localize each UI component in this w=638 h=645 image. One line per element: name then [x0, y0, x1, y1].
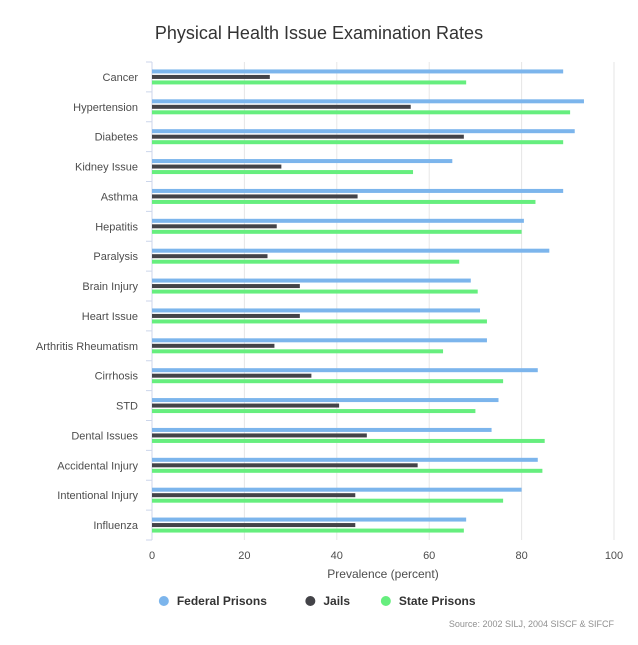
legend-symbol: [305, 596, 316, 606]
bar[interactable]: [152, 80, 467, 85]
bar[interactable]: [152, 110, 571, 115]
category-label: Hypertension: [73, 102, 138, 114]
tick-label: 20: [238, 550, 250, 562]
bar[interactable]: [152, 308, 481, 313]
chart-title: Physical Health Issue Examination Rates: [155, 23, 483, 43]
bar[interactable]: [152, 313, 300, 318]
bar[interactable]: [152, 493, 356, 498]
bar[interactable]: [152, 74, 270, 79]
category-label: Cirrhosis: [95, 371, 139, 383]
legend-item[interactable]: State Prisons: [380, 594, 476, 608]
bar[interactable]: [152, 517, 467, 522]
bar[interactable]: [152, 343, 275, 348]
legend-item[interactable]: Federal Prisons: [158, 594, 267, 608]
bar[interactable]: [152, 199, 536, 204]
bars: [152, 69, 584, 533]
bar[interactable]: [152, 104, 411, 109]
category-label: Brain Injury: [82, 281, 138, 293]
bar[interactable]: [152, 319, 487, 324]
bar[interactable]: [152, 403, 340, 408]
category-label: Accidental Injury: [57, 460, 138, 472]
tick-label: 0: [149, 550, 155, 562]
bar[interactable]: [152, 398, 499, 403]
bar[interactable]: [152, 368, 538, 373]
tick-label: 60: [423, 550, 435, 562]
category-label: Cancer: [103, 72, 139, 84]
legend-label: State Prisons: [399, 594, 476, 608]
bar[interactable]: [152, 188, 564, 193]
category-label: Asthma: [101, 191, 139, 203]
bar[interactable]: [152, 487, 522, 492]
bar[interactable]: [152, 140, 564, 145]
tick-label: 100: [605, 550, 623, 562]
bar[interactable]: [152, 170, 414, 175]
bar[interactable]: [152, 159, 453, 164]
bar[interactable]: [152, 433, 367, 438]
tick-labels: 0 20 40 60 80 100: [149, 550, 623, 562]
legend-symbol: [158, 596, 169, 606]
bar[interactable]: [152, 523, 356, 528]
category-label: Diabetes: [95, 132, 139, 144]
bar[interactable]: [152, 134, 464, 139]
bar[interactable]: [152, 468, 543, 473]
bar[interactable]: [152, 224, 277, 229]
category-label: Influenza: [93, 520, 139, 532]
category-label: Intentional Injury: [57, 490, 138, 502]
bar[interactable]: [152, 278, 471, 283]
source-credit: Source: 2002 SILJ, 2004 SISCF & SIFCF: [449, 619, 615, 629]
bar[interactable]: [152, 69, 564, 74]
bar[interactable]: [152, 248, 550, 253]
bar[interactable]: [152, 409, 476, 414]
bar[interactable]: [152, 438, 545, 443]
legend-item[interactable]: Jails: [305, 594, 350, 608]
category-label: Dental Issues: [71, 430, 138, 442]
category-label: STD: [116, 401, 138, 413]
category-labels: Cancer Hypertension Diabetes Kidney Issue As…: [36, 72, 139, 532]
legend-label: Federal Prisons: [177, 594, 267, 608]
bar[interactable]: [152, 427, 492, 432]
category-label: Arthritis Rheumatism: [36, 341, 138, 353]
category-label: Paralysis: [93, 251, 138, 263]
legend-label: Jails: [323, 594, 350, 608]
bar[interactable]: [152, 129, 575, 134]
tick-label: 80: [515, 550, 527, 562]
bar[interactable]: [152, 218, 524, 223]
grid: [146, 61, 615, 541]
category-label: Hepatitis: [95, 221, 138, 233]
bar[interactable]: [152, 289, 478, 294]
bar[interactable]: [152, 498, 504, 503]
bar[interactable]: [152, 528, 464, 533]
bar[interactable]: [152, 259, 460, 264]
bar[interactable]: [152, 349, 444, 354]
category-label: Heart Issue: [82, 311, 138, 323]
bar[interactable]: [152, 338, 487, 343]
category-label: Kidney Issue: [75, 162, 138, 174]
bar[interactable]: [152, 284, 300, 289]
bar[interactable]: [152, 99, 584, 104]
legend-symbol: [380, 596, 391, 606]
x-axis-title: Prevalence (percent): [327, 567, 438, 581]
bar[interactable]: [152, 457, 538, 462]
legend: Federal Prisons Jails State Prisons: [158, 594, 476, 608]
bar[interactable]: [152, 373, 312, 378]
bar[interactable]: [152, 254, 268, 259]
tick-label: 40: [331, 550, 343, 562]
bar[interactable]: [152, 229, 522, 234]
bar[interactable]: [152, 463, 418, 468]
bar[interactable]: [152, 379, 504, 384]
bar[interactable]: [152, 164, 282, 169]
bar[interactable]: [152, 194, 358, 199]
